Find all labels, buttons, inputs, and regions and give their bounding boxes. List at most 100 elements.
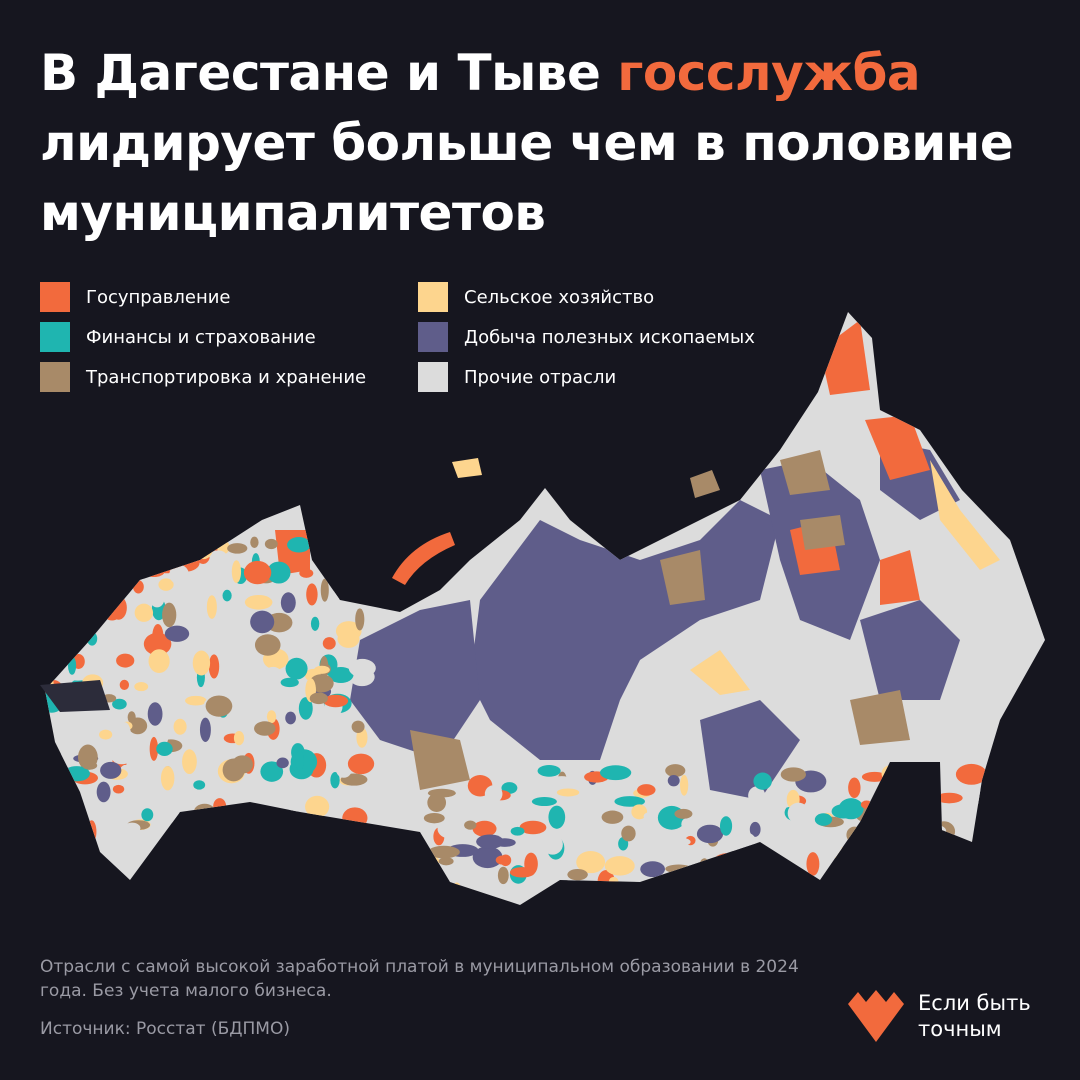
legend-label: Прочие отрасли xyxy=(464,366,617,388)
region-other xyxy=(223,638,245,649)
region-fin xyxy=(298,697,313,720)
region-transport xyxy=(344,559,362,584)
region-mining xyxy=(199,717,211,742)
region-gov xyxy=(323,694,349,708)
region-transport xyxy=(254,634,281,656)
region-agri xyxy=(930,460,1000,570)
region-mining xyxy=(164,625,190,642)
region-other xyxy=(149,590,165,608)
region-agri xyxy=(182,749,197,775)
region-gov xyxy=(119,679,130,691)
region-fin xyxy=(141,808,154,822)
region-gov xyxy=(509,867,535,878)
region-agri xyxy=(233,730,245,746)
region-gov xyxy=(75,581,100,607)
region-agri xyxy=(134,603,154,622)
region-mining xyxy=(860,600,960,700)
region-fin xyxy=(295,750,305,771)
legend-item-agri: Сельское хозяйство xyxy=(418,282,798,312)
region-transport xyxy=(254,721,276,736)
region-gov xyxy=(865,415,930,480)
legend-swatch xyxy=(40,282,70,312)
region-fin xyxy=(531,797,557,807)
region-mining xyxy=(350,600,480,760)
region-transport xyxy=(231,755,253,774)
region-gov xyxy=(347,753,375,775)
legend-label: Госуправление xyxy=(86,286,231,308)
region-fin xyxy=(932,861,960,874)
region-agri xyxy=(884,773,893,787)
region-transport xyxy=(127,529,145,551)
legend-label: Финансы и страхование xyxy=(86,326,316,348)
region-other xyxy=(894,793,906,816)
region-transport xyxy=(264,538,278,550)
region-agri xyxy=(608,876,619,886)
region-gov xyxy=(299,568,314,578)
region-mining xyxy=(749,821,761,837)
region-transport xyxy=(355,608,365,631)
region-other xyxy=(209,550,227,562)
region-fin xyxy=(510,826,525,836)
region-agri xyxy=(99,729,113,740)
region-fin xyxy=(260,761,284,782)
region-transport xyxy=(427,845,460,859)
page-title: В Дагестане и Тыве госслужба лидирует бо… xyxy=(40,38,1040,248)
region-fin xyxy=(87,542,115,568)
region-novaya-zemlya xyxy=(392,532,455,585)
region-transport xyxy=(45,623,53,647)
region-mining xyxy=(879,859,900,882)
region-agri xyxy=(185,695,207,706)
region-agri xyxy=(881,765,899,782)
region-gov xyxy=(142,565,165,578)
region-other xyxy=(87,535,108,546)
region-transport xyxy=(351,720,365,733)
region-other xyxy=(437,819,465,839)
region-mining xyxy=(96,781,111,803)
region-agri xyxy=(266,710,277,724)
region-transport xyxy=(896,862,907,871)
region-transport xyxy=(423,812,445,824)
legend-item-mining: Добыча полезных ископаемых xyxy=(418,322,798,352)
region-other xyxy=(551,859,563,874)
region-other xyxy=(316,775,333,799)
region-gov xyxy=(243,560,272,585)
region-gov xyxy=(65,544,82,565)
region-agri xyxy=(282,822,304,839)
region-agri xyxy=(193,538,213,560)
legend-swatch xyxy=(418,282,448,312)
region-agri xyxy=(604,856,635,876)
region-agri xyxy=(314,665,330,674)
region-agri xyxy=(690,650,750,695)
region-gov xyxy=(84,570,109,591)
region-fin xyxy=(72,533,85,556)
region-other xyxy=(57,708,83,734)
region-agri xyxy=(158,578,174,591)
region-transport xyxy=(696,878,708,892)
region-agri xyxy=(192,650,211,676)
region-other xyxy=(333,581,346,599)
region-fin xyxy=(614,796,645,807)
region-agri xyxy=(231,560,242,584)
region-fin xyxy=(328,667,354,683)
region-transport xyxy=(203,828,213,845)
region-fin xyxy=(753,772,772,790)
region-agri xyxy=(160,766,175,791)
region-transport xyxy=(672,872,682,891)
region-other xyxy=(229,663,245,681)
region-other xyxy=(970,788,988,804)
region-kaliningrad-area xyxy=(40,680,110,712)
region-mining xyxy=(276,757,289,769)
region-other xyxy=(681,818,690,830)
region-mining xyxy=(696,824,724,844)
region-fin xyxy=(850,834,878,857)
region-fin xyxy=(719,816,733,836)
region-transport xyxy=(932,821,956,842)
region-agri xyxy=(134,682,149,692)
region-agri xyxy=(888,810,916,820)
region-gov xyxy=(149,736,159,761)
region-fin xyxy=(814,813,833,826)
region-mining xyxy=(54,608,73,626)
region-gov xyxy=(883,800,915,823)
region-other xyxy=(608,781,641,798)
region-fin xyxy=(835,856,864,878)
